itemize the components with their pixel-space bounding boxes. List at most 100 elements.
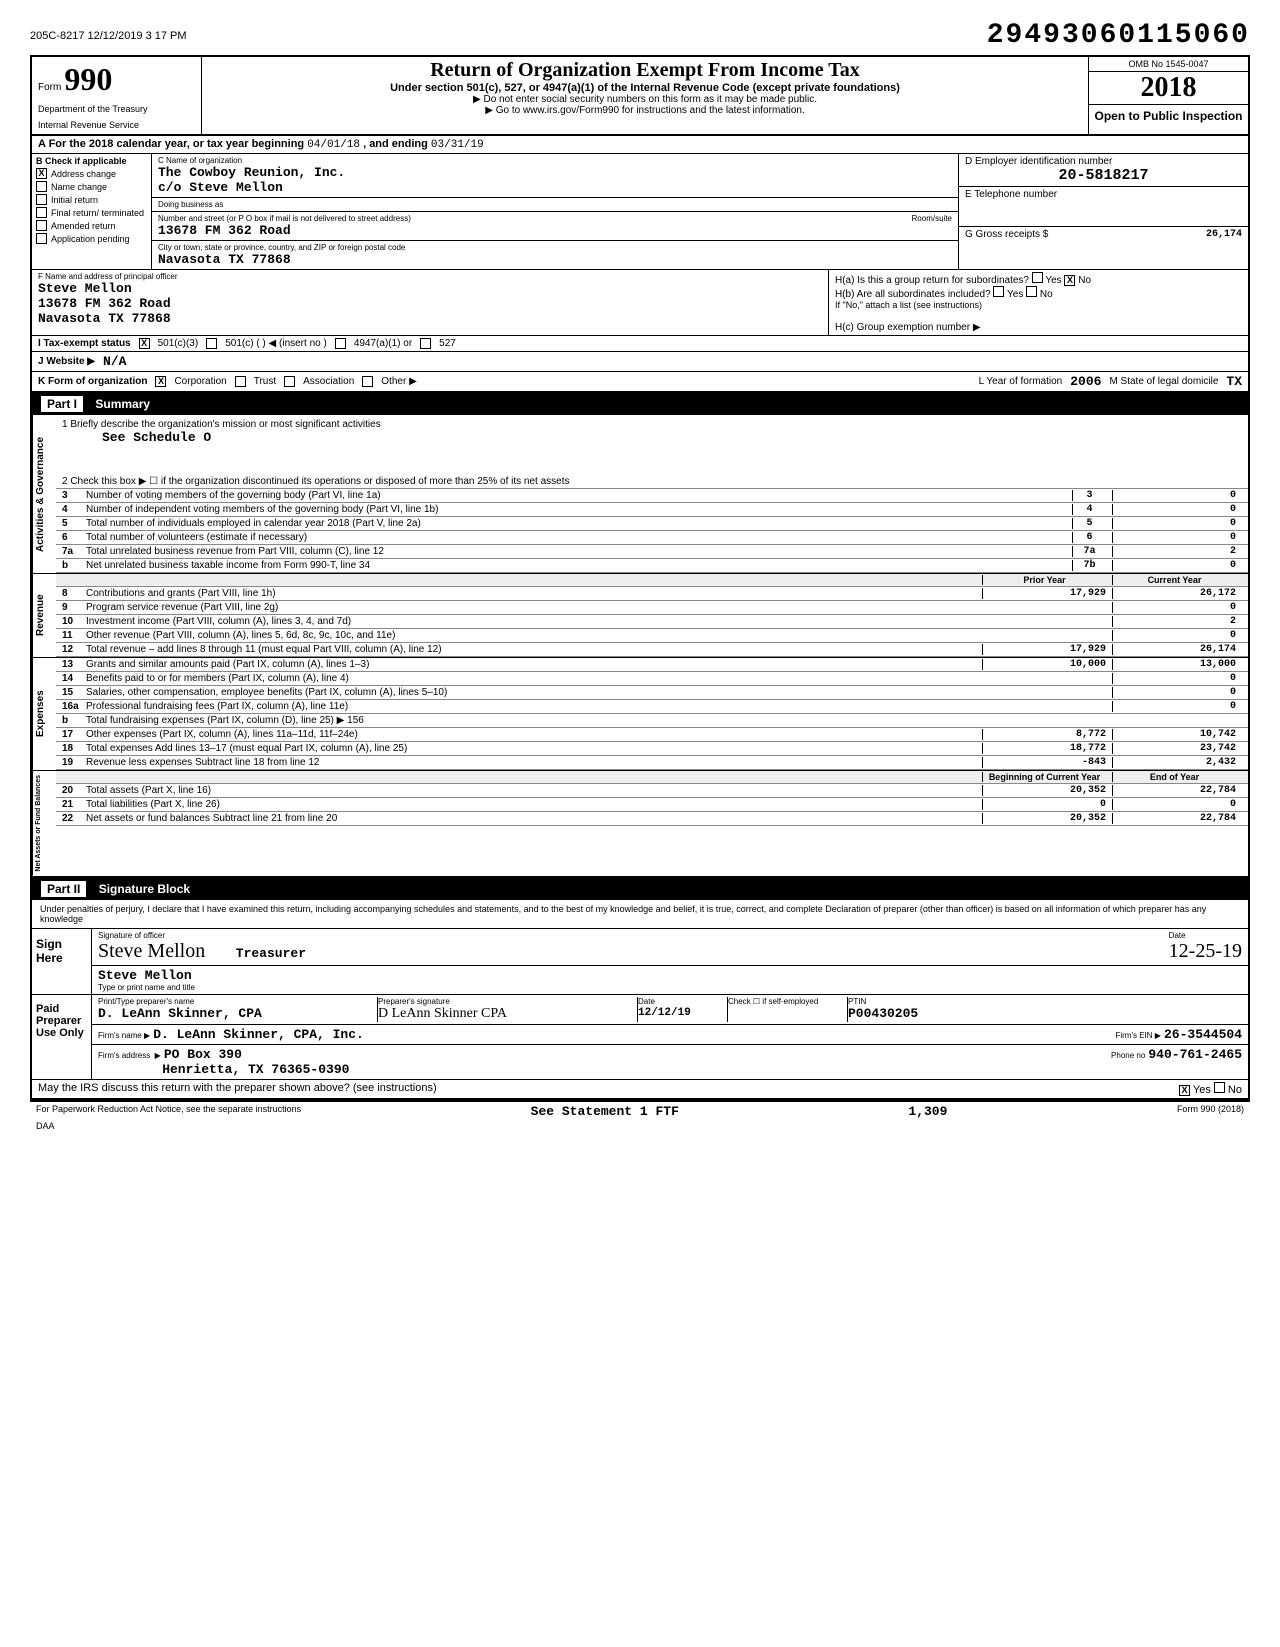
current-value: 22,784	[1112, 785, 1242, 796]
firm-name-label: Firm's name ▶	[98, 1031, 150, 1040]
officer-sig-label: Signature of officer	[98, 931, 306, 940]
firm-name-row: Firm's name ▶ D. LeAnn Skinner, CPA, Inc…	[92, 1025, 1248, 1045]
prior-value: 17,929	[982, 644, 1112, 655]
ein-row: D Employer identification number 20-5818…	[959, 154, 1248, 187]
governance-line: 6 Total number of volunteers (estimate i…	[56, 531, 1248, 545]
checkbox[interactable]	[36, 207, 47, 218]
revenue-line: 10 Investment income (Part VIII, column …	[56, 615, 1248, 629]
revenue-vert-label: Revenue	[32, 574, 56, 657]
column-c-org: C Name of organization The Cowboy Reunio…	[152, 154, 958, 269]
line-num: 5	[62, 518, 86, 529]
sign-here-row: Sign Here Signature of officer Steve Mel…	[32, 929, 1248, 995]
527-checkbox[interactable]	[420, 338, 431, 349]
ha-no-checkbox[interactable]: X	[1064, 275, 1075, 286]
hb-yes-checkbox[interactable]	[993, 286, 1004, 297]
current-value: 0	[1112, 701, 1242, 712]
balances-col-headers: Beginning of Current Year End of Year	[56, 771, 1248, 784]
trust-checkbox[interactable]	[235, 376, 246, 387]
current-value: 0	[1112, 602, 1242, 613]
dba-row: Doing business as	[152, 198, 958, 212]
501c-label: 501(c) ( ) ◀ (insert no )	[225, 338, 327, 349]
ha-yes-checkbox[interactable]	[1032, 272, 1043, 283]
prior-value: 10,000	[982, 659, 1112, 670]
balances-line: 22 Net assets or fund balances Subtract …	[56, 812, 1248, 826]
line-num: 3	[62, 490, 86, 501]
omb-number: OMB No 1545-0047	[1089, 57, 1248, 72]
prep-date: 12/12/19	[638, 1007, 691, 1019]
phone-label: Phone no	[1111, 1051, 1145, 1060]
top-meta-row: 205C-8217 12/12/2019 3 17 PM 29493060115…	[30, 20, 1250, 51]
checkbox[interactable]	[36, 233, 47, 244]
gross-label: G Gross receipts $	[965, 229, 1048, 240]
line-num: 10	[62, 616, 86, 627]
line-box: 7b	[1072, 560, 1112, 571]
corp-checkbox[interactable]: X	[155, 376, 166, 387]
checkbox[interactable]	[36, 220, 47, 231]
discuss-label: May the IRS discuss this return with the…	[38, 1082, 437, 1096]
gross-value: 26,174	[1206, 229, 1242, 240]
discuss-no-checkbox[interactable]	[1214, 1082, 1225, 1093]
line-text: Other revenue (Part VIII, column (A), li…	[86, 630, 982, 641]
line-text: Contributions and grants (Part VIII, lin…	[86, 588, 982, 599]
footer-amount: 1,309	[908, 1104, 947, 1119]
line-text: Other expenses (Part IX, column (A), lin…	[86, 729, 982, 740]
501c-checkbox[interactable]	[206, 338, 217, 349]
gross-row: G Gross receipts $ 26,174	[959, 227, 1248, 242]
officer-sig-row: Signature of officer Steve Mellon Treasu…	[92, 929, 1248, 966]
checkbox[interactable]	[36, 181, 47, 192]
line-num: 22	[62, 813, 86, 824]
row-a-tax-year: A For the 2018 calendar year, or tax yea…	[30, 136, 1250, 154]
paperwork-notice: For Paperwork Reduction Act Notice, see …	[36, 1104, 301, 1119]
checkbox[interactable]	[36, 194, 47, 205]
line-text: Program service revenue (Part VIII, line…	[86, 602, 982, 613]
current-value: 2,432	[1112, 757, 1242, 768]
officer-name: Steve Mellon	[38, 281, 822, 296]
line-box: 7a	[1072, 546, 1112, 557]
city-label: City or town, state or province, country…	[158, 243, 405, 252]
discuss-row: May the IRS discuss this return with the…	[32, 1080, 1248, 1100]
line-text: Net assets or fund balances Subtract lin…	[86, 813, 982, 824]
footer-statement: See Statement 1 FTF	[531, 1104, 679, 1119]
line-num: 9	[62, 602, 86, 613]
4947-checkbox[interactable]	[335, 338, 346, 349]
assoc-checkbox[interactable]	[284, 376, 295, 387]
part2-title: Signature Block	[99, 882, 190, 896]
paid-preparer-row: Paid Preparer Use Only Print/Type prepar…	[32, 995, 1248, 1080]
ptin-label: PTIN	[848, 997, 1242, 1006]
form-label: Form	[38, 82, 61, 93]
governance-line: 7a Total unrelated business revenue from…	[56, 545, 1248, 559]
part1-header: Part I Summary	[30, 393, 1250, 415]
governance-line: 3 Number of voting members of the govern…	[56, 489, 1248, 503]
line-num: 21	[62, 799, 86, 810]
row-a-label: A For the 2018 calendar year, or tax yea…	[38, 138, 304, 150]
line-box: 4	[1072, 504, 1112, 515]
501c3-checkbox[interactable]: X	[139, 338, 150, 349]
current-value: 0	[1112, 799, 1242, 810]
current-value: 0	[1112, 687, 1242, 698]
expenses-line: 13 Grants and similar amounts paid (Part…	[56, 658, 1248, 672]
sig-date-label: Date	[1169, 931, 1242, 940]
firm-city: Henrietta, TX 76365-0390	[162, 1062, 349, 1077]
begin-year-header: Beginning of Current Year	[982, 772, 1112, 782]
footer-form-ref: Form 990 (2018)	[1177, 1104, 1244, 1119]
org-name-label: C Name of organization	[158, 156, 345, 165]
firm-name: D. LeAnn Skinner, CPA, Inc.	[153, 1027, 364, 1042]
form-title: Return of Organization Exempt From Incom…	[210, 59, 1080, 82]
discuss-yes-checkbox[interactable]: X	[1179, 1085, 1190, 1096]
other-checkbox[interactable]	[362, 376, 373, 387]
line-num: 15	[62, 687, 86, 698]
hb-no-checkbox[interactable]	[1026, 286, 1037, 297]
part2-label: Part II	[40, 880, 87, 898]
line-num: 13	[62, 659, 86, 670]
current-value: 10,742	[1112, 729, 1242, 740]
current-value: 0	[1112, 673, 1242, 684]
prior-value: 18,772	[982, 743, 1112, 754]
hb-row: H(b) Are all subordinates included? Yes …	[835, 286, 1242, 300]
tax-year: 2018	[1089, 72, 1248, 105]
footer-row: For Paperwork Reduction Act Notice, see …	[30, 1102, 1250, 1121]
officer-label: F Name and address of principal officer	[38, 272, 822, 281]
year-formation: 2006	[1070, 374, 1101, 389]
checkbox[interactable]: X	[36, 168, 47, 179]
line-num: 14	[62, 673, 86, 684]
line-value: 0	[1112, 518, 1242, 529]
